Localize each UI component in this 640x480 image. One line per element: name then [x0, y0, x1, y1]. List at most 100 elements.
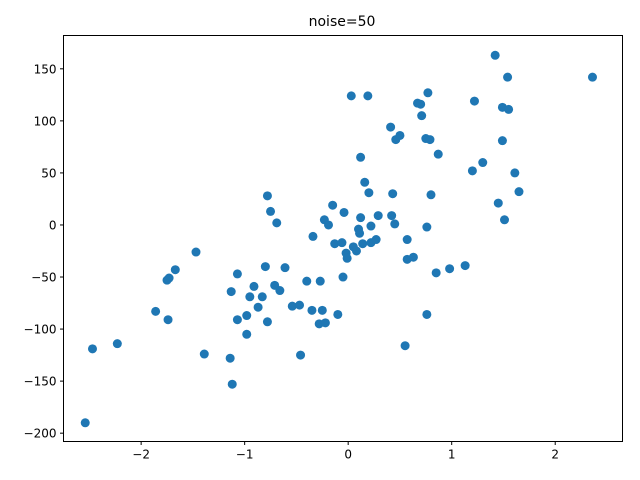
data-point — [402, 235, 412, 245]
data-point — [417, 111, 427, 121]
data-point — [358, 239, 368, 249]
data-point — [260, 262, 270, 272]
data-point — [371, 235, 381, 245]
data-point — [163, 315, 173, 325]
chart-title: noise=50 — [309, 14, 376, 30]
data-point — [87, 344, 97, 354]
data-point — [433, 149, 443, 159]
data-point — [317, 305, 327, 315]
data-point — [351, 246, 361, 256]
data-point — [232, 315, 242, 325]
data-point — [339, 207, 349, 217]
data-point — [249, 281, 259, 291]
data-point — [423, 88, 433, 98]
y-tick-label: −200 — [24, 427, 57, 441]
data-point — [199, 349, 209, 359]
plot-frame — [63, 35, 623, 442]
data-point — [356, 213, 366, 223]
data-point — [80, 418, 90, 428]
data-point — [257, 292, 267, 302]
y-tick-label: 100 — [34, 114, 57, 128]
x-tick-label: 0 — [344, 448, 352, 462]
data-point — [315, 276, 325, 286]
y-tick-label: −150 — [24, 375, 57, 389]
data-point — [227, 379, 237, 389]
data-point — [478, 158, 488, 168]
data-point — [356, 152, 366, 162]
x-tick-label: −2 — [132, 448, 150, 462]
data-point — [364, 188, 374, 198]
data-point — [387, 211, 397, 221]
data-point — [395, 130, 405, 140]
scatter-points — [80, 50, 597, 428]
y-axis: −200 −150 −100 −50 0 50 100 150 — [24, 62, 64, 441]
data-point — [338, 272, 348, 282]
data-point — [363, 91, 373, 101]
x-tick-label: 2 — [551, 448, 559, 462]
data-point — [287, 301, 297, 311]
data-point — [514, 187, 524, 197]
data-point — [324, 220, 334, 230]
data-point — [467, 166, 477, 176]
data-point — [373, 211, 383, 221]
data-point — [272, 218, 282, 228]
data-point — [242, 329, 252, 339]
data-point — [275, 286, 285, 296]
data-point — [490, 50, 500, 60]
data-point — [266, 206, 276, 216]
data-point — [242, 311, 252, 321]
data-point — [333, 309, 343, 319]
data-point — [328, 200, 338, 210]
data-point — [253, 302, 263, 312]
data-point — [337, 238, 347, 248]
data-point — [355, 228, 365, 238]
data-point — [191, 247, 201, 257]
data-point — [302, 276, 312, 286]
data-point — [308, 231, 318, 241]
x-tick-label: −1 — [236, 448, 254, 462]
data-point — [386, 122, 396, 132]
data-point — [330, 239, 340, 249]
x-tick-label: 1 — [448, 448, 456, 462]
data-point — [366, 221, 376, 231]
data-point — [460, 261, 470, 271]
data-point — [342, 253, 352, 263]
data-point — [307, 305, 317, 315]
data-point — [225, 353, 235, 363]
data-point — [232, 269, 242, 279]
data-point — [493, 198, 503, 208]
data-point — [360, 177, 370, 187]
data-point — [426, 190, 436, 200]
data-point — [416, 99, 426, 109]
data-point — [445, 264, 455, 274]
data-point — [587, 72, 597, 82]
y-tick-label: −50 — [31, 271, 56, 285]
data-point — [422, 309, 432, 319]
data-point — [245, 292, 255, 302]
data-point — [422, 222, 432, 232]
data-point — [497, 136, 507, 146]
data-point — [296, 350, 306, 360]
data-point — [112, 339, 122, 349]
data-point — [425, 135, 435, 145]
data-point — [164, 273, 174, 283]
data-point — [170, 265, 180, 275]
data-point — [408, 252, 418, 262]
data-point — [510, 168, 520, 178]
y-tick-label: −100 — [24, 323, 57, 337]
y-tick-label: 150 — [34, 62, 57, 76]
x-axis: −2 −1 0 1 2 — [132, 441, 559, 462]
y-tick-label: 0 — [49, 218, 57, 232]
data-point — [280, 263, 290, 273]
data-point — [346, 91, 356, 101]
data-point — [504, 104, 514, 114]
data-point — [226, 287, 236, 297]
data-point — [151, 306, 161, 316]
data-point — [503, 72, 513, 82]
data-point — [295, 300, 305, 310]
data-point — [431, 268, 441, 278]
data-point — [400, 341, 410, 351]
data-point — [499, 215, 509, 225]
data-point — [469, 96, 479, 106]
